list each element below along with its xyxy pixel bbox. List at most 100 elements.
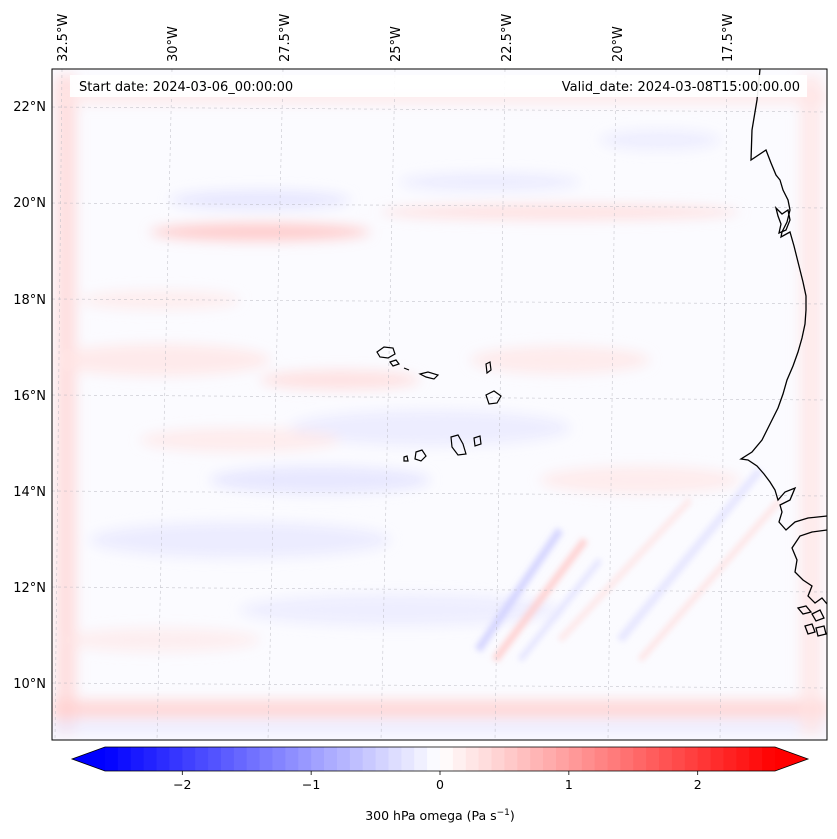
island-santo-antao	[376, 346, 396, 359]
lon-label-32-5w: 32.5°W	[56, 14, 71, 62]
colorbar-cell	[671, 747, 686, 771]
colorbar-cell	[646, 747, 660, 771]
colorbar-cell	[311, 747, 325, 771]
colorbar-cell	[156, 747, 171, 771]
island-sal	[485, 361, 492, 375]
island-fogo	[414, 449, 427, 462]
island-brava	[403, 455, 409, 462]
coastline-gambia-guinea	[791, 529, 827, 605]
colorbar-tick-label-2: 2	[694, 777, 702, 792]
colorbar-cell	[130, 747, 145, 771]
island-maio	[473, 435, 482, 447]
lon-label-30w: 30°W	[166, 26, 181, 62]
colorbar-cell	[388, 747, 402, 771]
colorbar-cell	[362, 747, 377, 771]
colorbar-cell	[478, 747, 493, 771]
lat-label-20n: 20°N	[13, 196, 46, 211]
colorbar-cell	[169, 747, 183, 771]
colorbar-cell	[117, 747, 132, 771]
colorbar-cell	[143, 747, 158, 771]
colorbar-cell	[465, 747, 480, 771]
colorbar-tick-label-1: 1	[565, 777, 573, 792]
island-santiago	[450, 434, 467, 456]
colorbar-cell	[233, 747, 248, 771]
colorbar-cell	[324, 747, 338, 771]
colorbar-cell	[620, 747, 634, 771]
lon-label-25w: 25°W	[389, 26, 404, 62]
colorbar-cell	[105, 747, 119, 771]
colorbar-cell	[349, 747, 364, 771]
omega-diagonal-streaks	[474, 467, 783, 663]
island-santa-luzia	[403, 367, 410, 371]
map-border	[51, 68, 828, 741]
colorbar-cell	[208, 747, 222, 771]
colorbar-cell	[581, 747, 596, 771]
island-sao-nicolau	[418, 371, 440, 380]
colorbar-ticks	[181, 771, 699, 775]
colorbar-extend-high	[775, 747, 808, 771]
colorbar-cell	[182, 747, 196, 771]
colorbar-cell	[762, 747, 776, 771]
colorbar: −2 −1 0 1 2 300 hPa omega (Pa s−1)	[70, 746, 810, 823]
colorbar-tick-label-minus2: −2	[173, 777, 191, 792]
colorbar-cell	[401, 747, 415, 771]
colorbar-tick-label-0: 0	[436, 777, 444, 792]
colorbar-cell	[710, 747, 725, 771]
lat-label-22n: 22°N	[13, 100, 46, 115]
colorbar-cell	[246, 747, 261, 771]
colorbar-cell	[633, 747, 647, 771]
lat-axis-labels: 22°N 20°N 18°N 16°N 14°N 12°N 10°N	[13, 100, 46, 692]
lat-label-16n: 16°N	[13, 389, 46, 404]
colorbar-cell	[259, 747, 274, 771]
island-boa-vista	[485, 390, 502, 405]
colorbar-cell	[684, 747, 699, 771]
colorbar-cell	[517, 747, 531, 771]
info-strip	[70, 75, 807, 97]
colorbar-cell	[530, 747, 544, 771]
colorbar-cell	[375, 747, 390, 771]
lat-label-10n: 10°N	[13, 677, 46, 692]
lon-label-22-5w: 22.5°W	[500, 14, 515, 62]
colorbar-extend-low	[72, 747, 105, 771]
colorbar-cell	[427, 747, 441, 771]
colorbar-tick-label-minus1: −1	[302, 777, 320, 792]
colorbar-cell	[298, 747, 312, 771]
colorbar-cell	[749, 747, 763, 771]
lon-label-20w: 20°W	[611, 26, 626, 62]
coastline-guinea-bissau-islands	[796, 605, 827, 637]
colorbar-cell	[594, 747, 609, 771]
african-coastline	[739, 69, 827, 637]
colorbar-cell	[440, 747, 454, 771]
cape-verde-islands	[376, 346, 502, 462]
start-date-label: Start date: 2024-03-06_00:00:00	[79, 80, 293, 95]
lat-label-18n: 18°N	[13, 293, 46, 308]
colorbar-cell	[568, 747, 583, 771]
colorbar-outline	[70, 746, 810, 772]
colorbar-cell	[504, 747, 518, 771]
lon-label-17-5w: 17.5°W	[721, 14, 736, 62]
colorbar-cell	[272, 747, 286, 771]
colorbar-cell	[220, 747, 235, 771]
map-panel: Start date: 2024-03-06_00:00:00 Valid_da…	[52, 69, 827, 740]
gridlines	[52, 69, 827, 740]
colorbar-cell	[543, 747, 557, 771]
coastline-dakar-peninsula	[774, 205, 791, 235]
colorbar-cell	[697, 747, 712, 771]
colorbar-cell	[555, 747, 570, 771]
colorbar-cell	[736, 747, 750, 771]
colorbar-cells	[72, 747, 808, 771]
colorbar-cell	[336, 747, 351, 771]
colorbar-cell	[659, 747, 673, 771]
colorbar-cell	[607, 747, 621, 771]
valid-date-label: Valid_date: 2024-03-08T15:00:00.00	[562, 80, 800, 95]
lat-label-12n: 12°N	[13, 581, 46, 596]
colorbar-tick-labels: −2 −1 0 1 2	[173, 777, 702, 792]
lon-axis-labels: 32.5°W 30°W 27.5°W 25°W 22.5°W 20°W 17.5…	[56, 14, 736, 62]
colorbar-cell	[491, 747, 506, 771]
lat-label-14n: 14°N	[13, 485, 46, 500]
colorbar-cell	[452, 747, 467, 771]
colorbar-cell	[195, 747, 209, 771]
colorbar-cell	[414, 747, 428, 771]
colorbar-cell	[285, 747, 299, 771]
